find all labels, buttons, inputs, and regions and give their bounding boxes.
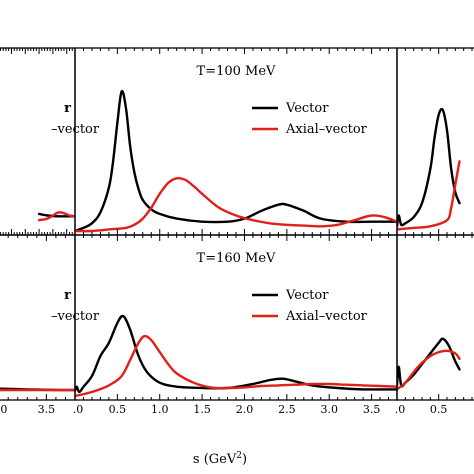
tm-title: T=100 MeV [197,64,277,79]
legend-label-axial: Axial–vector [285,309,368,324]
panel-top-left: r–vector [0,47,100,236]
x-tick-label: 3.0 [0,403,7,416]
x-tick-label: 0.5 [430,403,448,416]
legend-label-vector: Vector [285,288,329,303]
legend-label-axial: Axial–vector [285,122,368,137]
x-tick-label: 0.5 [109,403,127,416]
br-axial-curve [397,349,461,391]
x-tick-label: .0 [395,403,406,416]
x-tick-label: 1.5 [193,403,211,416]
tr-axial-curve [397,160,461,231]
bm-title: T=160 MeV [197,251,277,266]
tl-frame [0,47,76,236]
x-tick-label: 3.5 [38,403,56,416]
br-frame [396,234,474,401]
x-tick-label: 2.0 [236,403,254,416]
x-tick-label: .0 [73,403,84,416]
x-tick-label: 2.5 [278,403,296,416]
tr-vector-curve [397,107,461,228]
x-tick-label: 1.0 [151,403,169,416]
legend-label-vector: Vector [285,101,329,116]
bm-vector-curve [75,314,397,394]
tl-axial-curve [37,211,75,222]
tm-axial-curve [75,176,397,233]
panel-top-right [396,47,474,236]
tm-vector-curve [75,89,397,233]
br-vector-curve [397,337,461,388]
tr-frame [396,47,474,236]
panel-bottom-middle: .0 0.5 1.0 1.5 2.0 2.5 3.0 3.5 T=160 MeV Vector Ax… [73,234,398,416]
x-tick-label: 3.0 [320,403,338,416]
x-tick-label: 3.5 [363,403,381,416]
panel-bottom-left: 3.03.5r–vector [0,234,100,416]
panel-top-middle: T=100 MeV Vector Axial–vector [74,47,398,236]
bm-axial-curve [75,334,397,398]
x-axis-label: s (GeV2) [193,451,247,467]
legend-fragment: r [64,101,71,116]
panel-bottom-right: .0 0.5 [395,234,474,416]
legend-fragment: r [64,288,71,303]
